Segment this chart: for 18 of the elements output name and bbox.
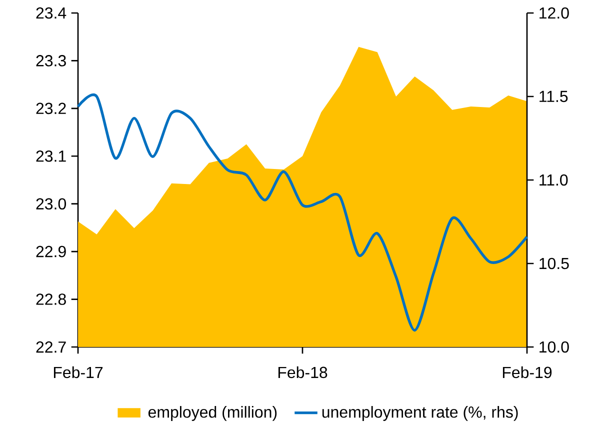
y-tick-label: 23.2 — [36, 102, 66, 114]
y-tick-label: 23.0 — [36, 198, 66, 210]
x-tick-label: Feb-18 — [278, 366, 328, 378]
legend-label: employed (million) — [148, 406, 277, 421]
x-tick-label: Feb-17 — [54, 366, 103, 378]
x-tick-label: Feb-19 — [502, 366, 552, 378]
y-tick-label: 22.9 — [36, 246, 66, 258]
y-tick-label: 23.1 — [36, 150, 66, 162]
y2-tick-label: 10.5 — [540, 258, 569, 270]
y2-tick-label: 12.0 — [540, 7, 569, 19]
legend-label: unemployment rate (%, rhs) — [322, 406, 518, 421]
y-tick-label: 22.7 — [36, 341, 66, 353]
y-tick-label: 22.8 — [36, 294, 66, 305]
y-tick-label: 23.3 — [36, 55, 66, 66]
y2-tick-label: 10.0 — [540, 341, 569, 353]
y2-tick-label: 11.5 — [540, 90, 568, 102]
y2-tick-label: 11.0 — [540, 174, 568, 186]
y-tick-label: 23.4 — [36, 7, 66, 19]
